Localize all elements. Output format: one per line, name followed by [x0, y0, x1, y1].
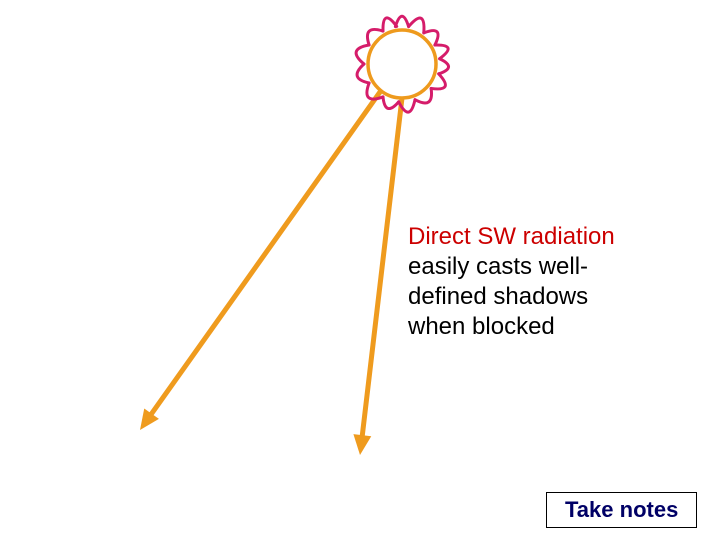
sun-ray-3	[424, 31, 438, 45]
sun-ray-1	[395, 16, 408, 26]
sun-ray-12	[356, 45, 369, 64]
sun-ray-2	[409, 18, 424, 33]
description-highlight: Direct SW radiation	[408, 223, 615, 250]
sun-ray-8	[399, 100, 415, 112]
slide-canvas: Direct SW radiation easily casts well-de…	[0, 0, 720, 540]
arrowhead-1	[140, 408, 159, 430]
sun-ray-13	[367, 29, 383, 45]
sun-ray-10	[367, 83, 383, 99]
take-notes-box: Take notes	[546, 492, 697, 528]
sun-icon	[368, 30, 436, 98]
sun-ray-arrow-2	[361, 98, 402, 443]
sun-ray-11	[357, 64, 369, 83]
sun-ray-9	[383, 97, 399, 109]
arrowhead-2	[353, 434, 371, 455]
sun-ray-4	[435, 45, 448, 59]
take-notes-label: Take notes	[565, 497, 678, 522]
sun-ray-6	[431, 74, 445, 89]
sun-ray-arrow-1	[147, 92, 380, 420]
description-text: Direct SW radiation easily casts well-de…	[408, 222, 628, 342]
description-rest: easily casts well-defined shadows when b…	[408, 253, 588, 340]
sun-ray-7	[415, 88, 432, 103]
sun-ray-14	[383, 18, 397, 31]
sun-ray-5	[439, 59, 449, 74]
